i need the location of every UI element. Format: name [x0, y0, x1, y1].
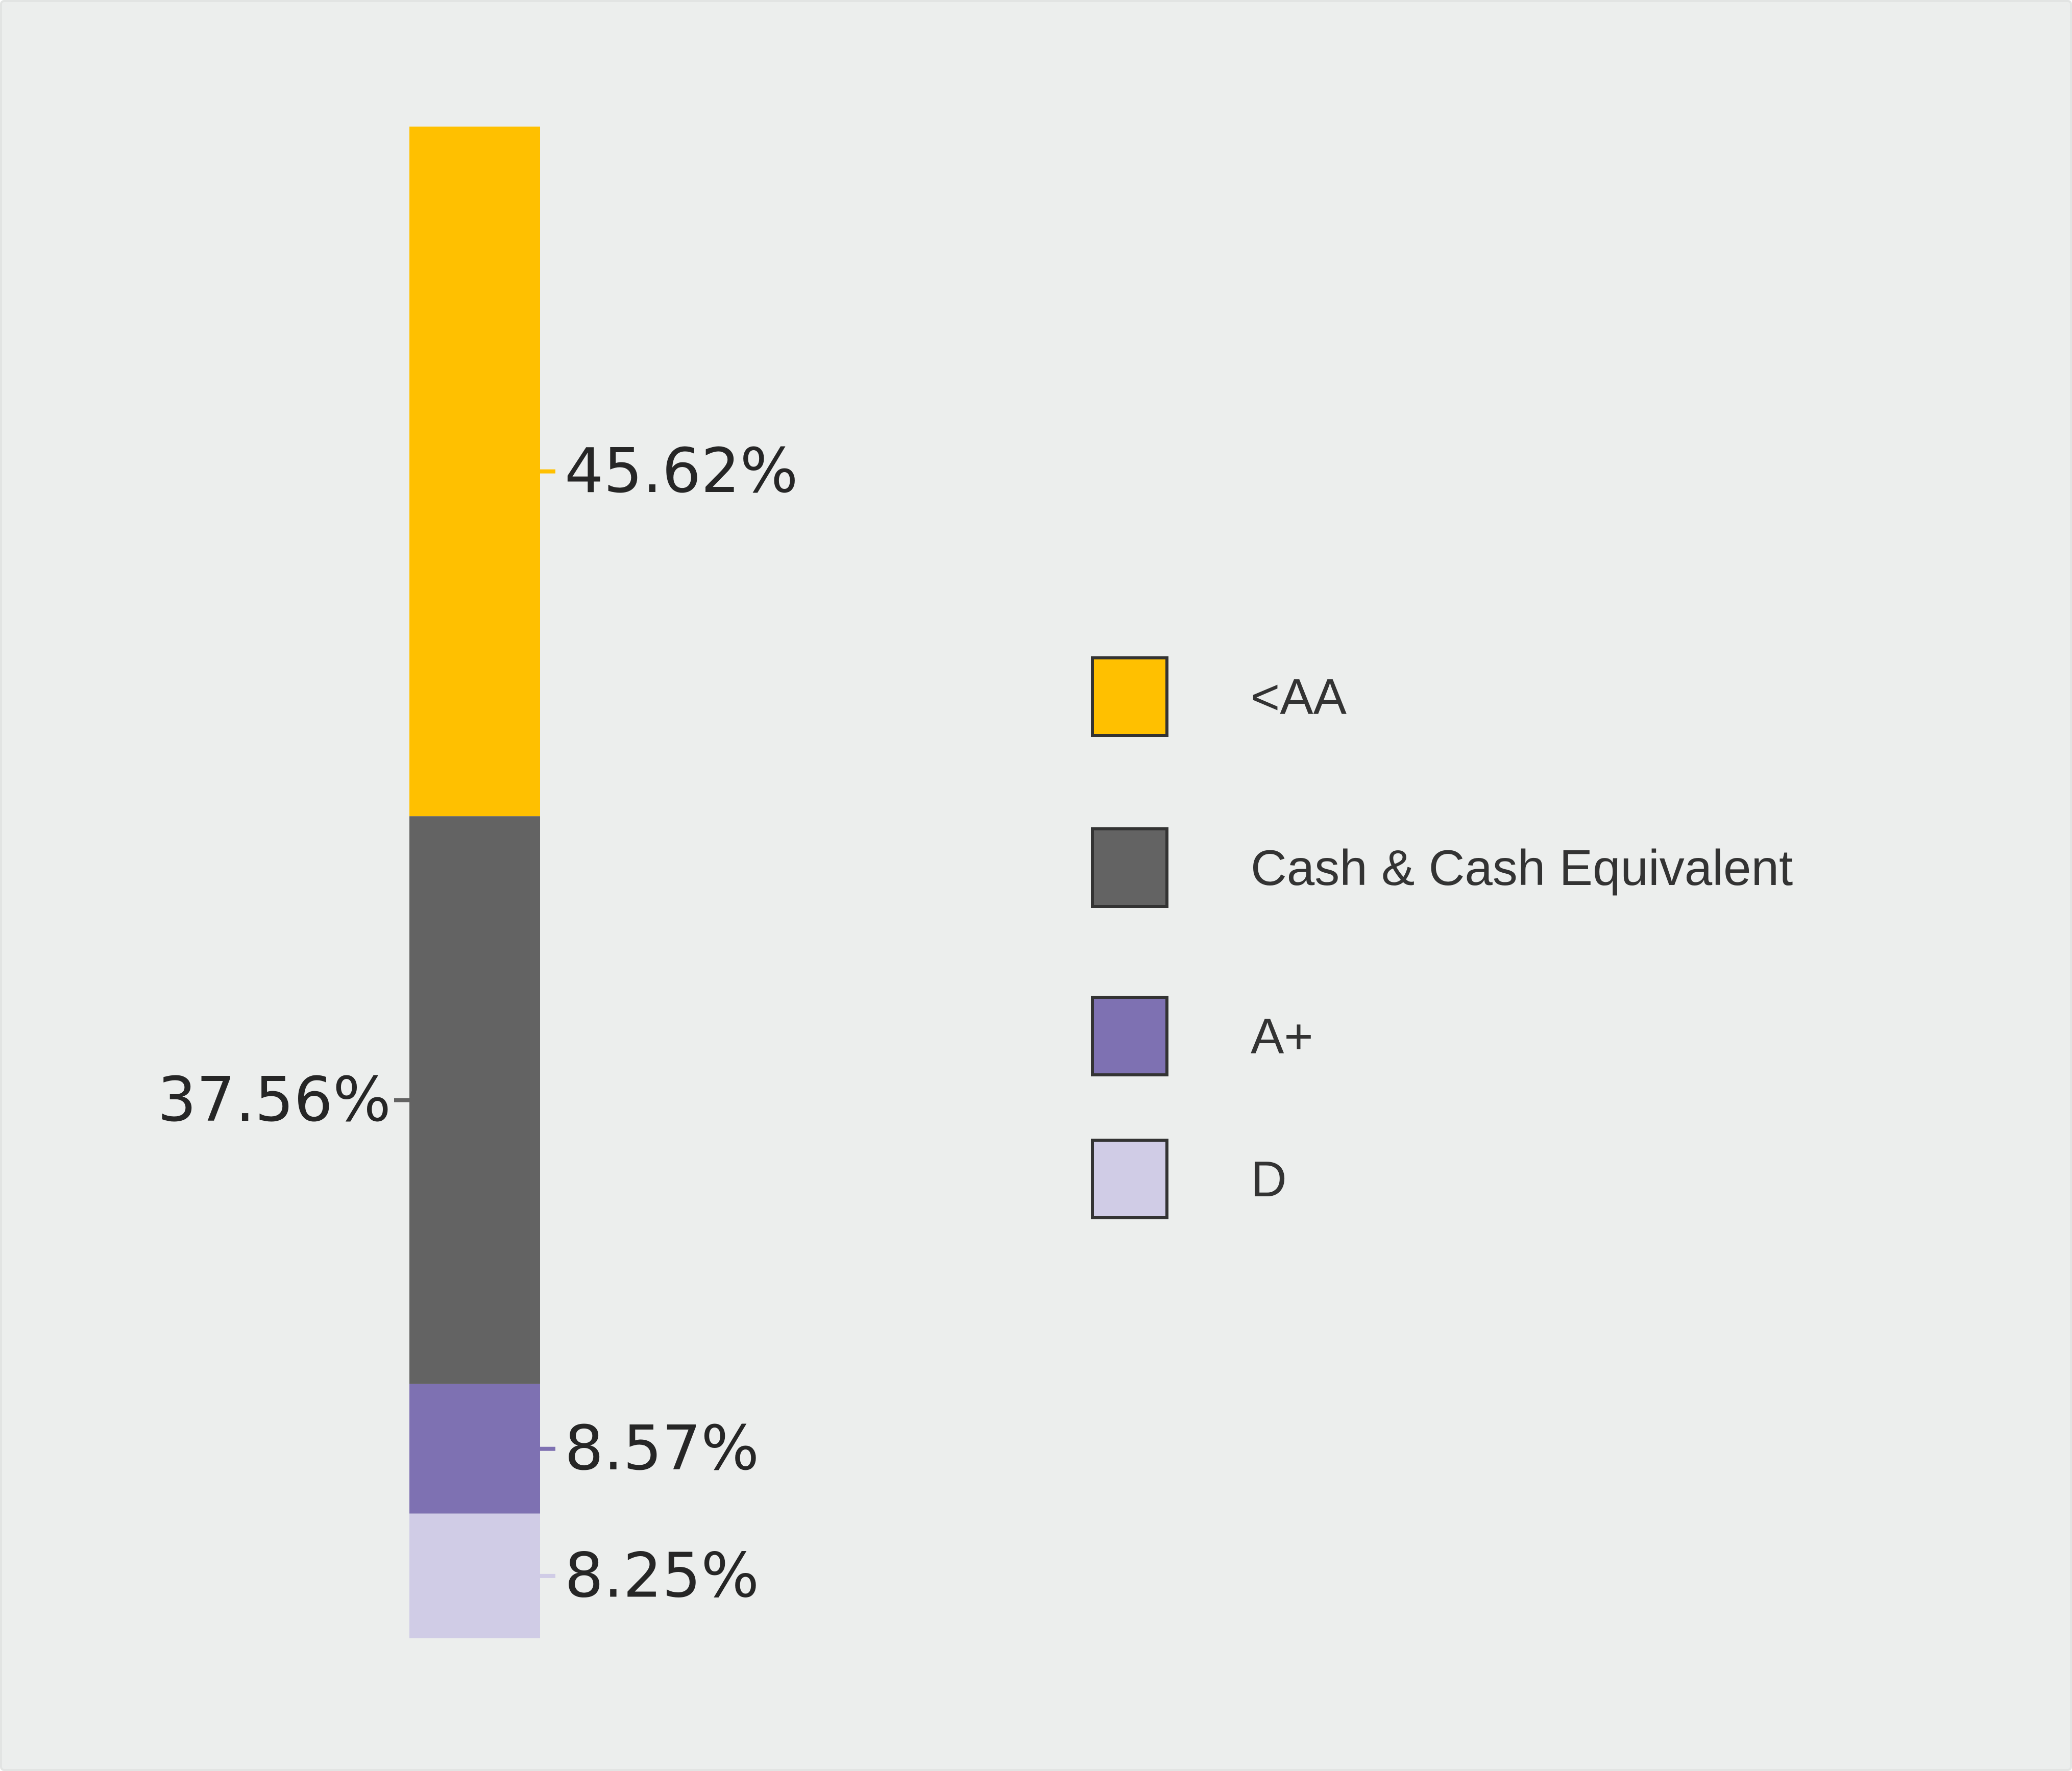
- legend-label-d: D: [1251, 1151, 1287, 1207]
- legend-swatch-aa: [1091, 656, 1168, 737]
- bar-segment-a: [409, 1384, 540, 1514]
- legend-label-aa: <AA: [1251, 669, 1347, 725]
- data-label-cash-cash-equivalent: 37.56%: [157, 1065, 391, 1136]
- legend-swatch-cash-cash-equivalent: [1091, 827, 1168, 908]
- legend: <AA Cash & Cash Equivalent A+ D: [1091, 656, 1793, 1219]
- legend-label-cash-cash-equivalent: Cash & Cash Equivalent: [1251, 840, 1793, 896]
- legend-swatch-d: [1091, 1139, 1168, 1219]
- legend-label-a: A+: [1251, 1008, 1313, 1064]
- data-labels: 45.62% 37.56% 8.57% 8.25%: [157, 436, 798, 1611]
- data-label-d: 8.25%: [565, 1540, 759, 1611]
- bar-segment-cash-cash-equivalent: [409, 816, 540, 1384]
- bar-segment-aa: [409, 127, 540, 817]
- bar-segment-d: [409, 1513, 540, 1638]
- data-label-aa: 45.62%: [565, 436, 798, 507]
- bar-stack: [409, 127, 540, 1638]
- data-label-a: 8.57%: [565, 1413, 759, 1484]
- legend-swatch-a: [1091, 996, 1168, 1076]
